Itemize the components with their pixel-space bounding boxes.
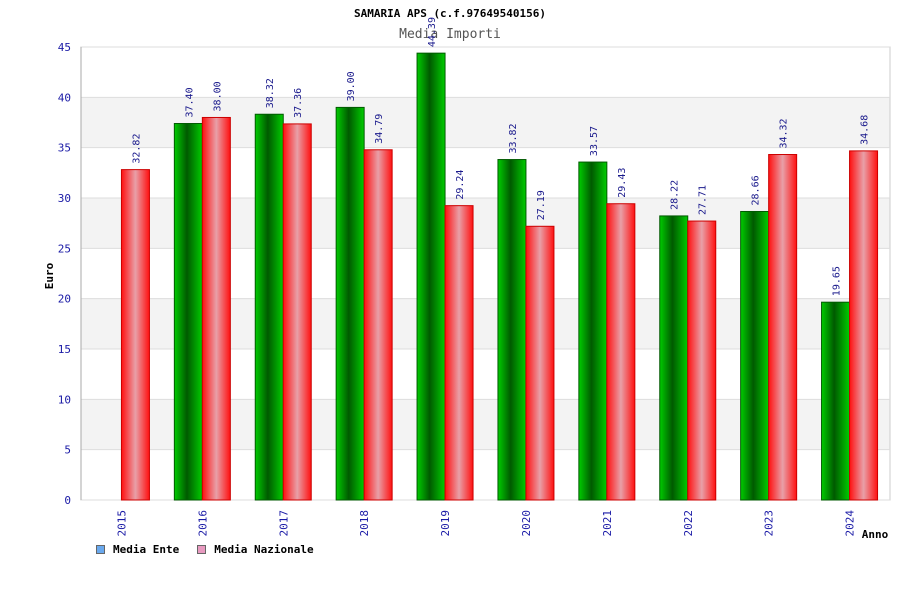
data-label-media-nazionale-2024: 34.68 bbox=[860, 115, 871, 145]
data-label-media-nazionale-2015: 32.82 bbox=[131, 134, 142, 164]
bar-media-ente-2023 bbox=[740, 210, 770, 501]
data-label-media-nazionale-2016: 38.00 bbox=[212, 81, 223, 111]
y-tick-label: 0 bbox=[64, 494, 71, 507]
bar-media-nazionale-2019 bbox=[444, 205, 474, 501]
y-tick-label: 5 bbox=[64, 444, 71, 457]
data-label-media-nazionale-2020: 27.19 bbox=[536, 190, 547, 220]
x-tick-label: 2022 bbox=[682, 510, 695, 537]
data-label-media-nazionale-2022: 27.71 bbox=[698, 185, 709, 215]
data-labels: 32.82 37.40 38.00 38.32 37.36 39.00 34.79 44.39… bbox=[131, 17, 870, 296]
bar-media-nazionale-2016 bbox=[201, 116, 231, 501]
y-tick-label: 30 bbox=[58, 192, 71, 205]
legend-item-media-nazionale: Media Nazionale bbox=[197, 543, 314, 556]
data-label-media-nazionale-2017: 37.36 bbox=[293, 88, 304, 118]
data-label-media-ente-2016: 37.40 bbox=[184, 87, 195, 117]
legend-label-media-ente: Media Ente bbox=[113, 543, 180, 556]
bar-media-nazionale-2017 bbox=[282, 123, 312, 501]
x-axis-ticks: 2015 2016 2017 2018 2019 2020 2021 2022 2023 2024 bbox=[115, 510, 856, 537]
bar-media-nazionale-2021 bbox=[606, 203, 636, 501]
x-tick-label: 2018 bbox=[358, 510, 371, 537]
bar-media-nazionale-2024 bbox=[849, 150, 879, 501]
data-label-media-nazionale-2021: 29.43 bbox=[617, 168, 628, 198]
x-tick-label: 2024 bbox=[844, 510, 857, 537]
data-label-media-nazionale-2018: 34.79 bbox=[374, 114, 385, 144]
data-label-media-ente-2017: 38.32 bbox=[265, 78, 276, 108]
y-tick-label: 10 bbox=[58, 393, 71, 406]
x-tick-label: 2017 bbox=[277, 510, 290, 537]
bar-media-ente-2016 bbox=[173, 123, 203, 501]
data-label-media-ente-2019: 44.39 bbox=[427, 17, 438, 47]
x-tick-label: 2021 bbox=[601, 510, 614, 537]
legend-item-media-ente: Media Ente bbox=[96, 543, 179, 556]
bar-media-ente-2024 bbox=[821, 301, 851, 501]
x-axis-label: Anno bbox=[862, 528, 889, 541]
data-label-media-ente-2018: 39.00 bbox=[346, 71, 357, 101]
x-tick-label: 2020 bbox=[520, 510, 533, 537]
bar-media-nazionale-2015 bbox=[120, 169, 150, 501]
y-tick-label: 40 bbox=[58, 91, 71, 104]
bar-media-ente-2020 bbox=[497, 159, 527, 501]
legend-label-media-nazionale: Media Nazionale bbox=[214, 543, 314, 556]
y-tick-label: 35 bbox=[58, 142, 71, 155]
bar-media-ente-2019 bbox=[416, 52, 446, 501]
y-tick-label: 45 bbox=[58, 41, 71, 54]
bar-media-nazionale-2022 bbox=[687, 220, 717, 501]
bar-media-nazionale-2023 bbox=[768, 154, 798, 501]
data-label-media-ente-2020: 33.82 bbox=[508, 123, 519, 153]
y-axis-ticks: 0 5 10 15 20 25 30 35 40 45 bbox=[58, 41, 71, 507]
y-axis-label: Euro bbox=[43, 262, 56, 289]
data-label-media-ente-2022: 28.22 bbox=[670, 180, 681, 210]
x-tick-label: 2016 bbox=[196, 510, 209, 537]
bar-media-nazionale-2020 bbox=[525, 225, 555, 501]
y-tick-label: 20 bbox=[58, 293, 71, 306]
legend-swatch-media-ente bbox=[96, 545, 105, 554]
bar-media-ente-2018 bbox=[335, 106, 365, 501]
bars bbox=[120, 52, 879, 501]
x-tick-label: 2023 bbox=[763, 510, 776, 537]
data-label-media-ente-2021: 33.57 bbox=[589, 126, 600, 156]
bar-media-ente-2022 bbox=[659, 215, 689, 501]
legend-swatch-media-nazionale bbox=[197, 545, 207, 554]
bar-media-nazionale-2018 bbox=[363, 149, 393, 501]
data-label-media-ente-2023: 28.66 bbox=[751, 175, 762, 205]
bar-media-ente-2017 bbox=[254, 113, 284, 501]
chart-subtitle: Media Importi bbox=[399, 27, 501, 42]
y-tick-label: 15 bbox=[58, 343, 71, 356]
x-tick-label: 2015 bbox=[115, 510, 128, 537]
data-label-media-nazionale-2019: 29.24 bbox=[455, 170, 466, 200]
y-tick-label: 25 bbox=[58, 242, 71, 255]
legend: Media Ente Media Nazionale bbox=[96, 543, 314, 556]
chart-title: SAMARIA APS (c.f.97649540156) bbox=[354, 7, 546, 20]
data-label-media-ente-2024: 19.65 bbox=[832, 266, 843, 296]
x-tick-label: 2019 bbox=[439, 510, 452, 537]
bar-media-ente-2021 bbox=[578, 161, 608, 501]
plot-band bbox=[81, 47, 890, 98]
data-label-media-nazionale-2023: 34.32 bbox=[779, 118, 790, 148]
